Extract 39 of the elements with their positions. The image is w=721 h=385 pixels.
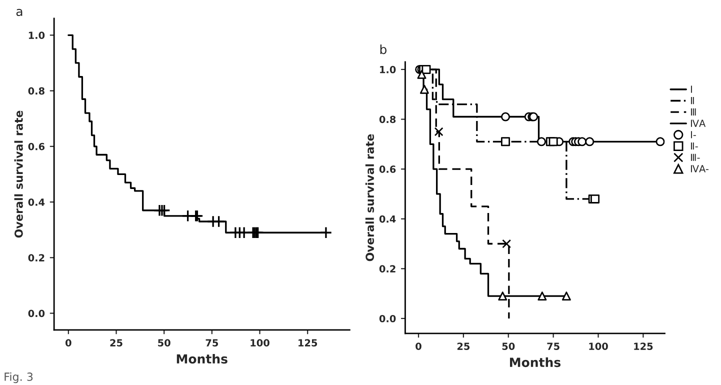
y-tick-label: 1.0 xyxy=(28,32,45,39)
y-tick-label: 0.2 xyxy=(379,265,396,272)
legend-label: Ⅱ- xyxy=(690,142,698,150)
y-tick-label: 0.6 xyxy=(28,142,45,150)
legend-label: Ⅰ xyxy=(690,86,692,93)
legend-label: Ⅲ xyxy=(690,108,696,116)
x-tick-label: 100 xyxy=(250,339,270,346)
y-tick-label: 0.2 xyxy=(28,254,44,262)
x-tick-label: 75 xyxy=(547,342,560,350)
legend-label: Ⅱ xyxy=(690,97,694,104)
y-tick-label: 0.4 xyxy=(379,215,396,223)
y-tick-label: 0.0 xyxy=(379,314,396,322)
x-tick-label: 0 xyxy=(416,342,422,350)
legend-label: Ⅲ- xyxy=(690,154,700,161)
x-tick-label: 50 xyxy=(158,339,170,346)
legend-label: Ⅰ- xyxy=(690,131,696,138)
x-tick-label: 75 xyxy=(206,339,218,346)
y-tick-label: 0.6 xyxy=(379,166,396,173)
legend-label: ⅣA- xyxy=(690,165,708,172)
legend-label: ⅣA xyxy=(690,120,706,127)
chart-title: b xyxy=(380,44,386,54)
y-tick-label: 0.4 xyxy=(28,198,45,206)
x-axis-title: Months xyxy=(176,354,228,364)
x-tick-label: 50 xyxy=(502,342,515,350)
y-axis-title: Overall survival rate xyxy=(14,110,23,238)
x-tick-label: 100 xyxy=(589,342,608,350)
chart-title: a xyxy=(16,8,22,16)
x-tick-label: 25 xyxy=(110,339,122,346)
y-tick-label: 0.8 xyxy=(28,87,44,95)
x-tick-label: 25 xyxy=(457,342,470,350)
x-axis-title: Months xyxy=(510,357,561,368)
y-axis-title: Overall survival rate xyxy=(365,134,374,262)
x-tick-label: 125 xyxy=(298,339,318,346)
y-tick-label: 1.0 xyxy=(380,66,396,74)
y-tick-label: 0.0 xyxy=(28,310,45,318)
y-tick-label: 0.8 xyxy=(379,116,396,124)
x-tick-label: 125 xyxy=(634,342,653,350)
x-tick-label: 0 xyxy=(66,339,72,346)
caption: Fig. 3 xyxy=(4,372,33,384)
